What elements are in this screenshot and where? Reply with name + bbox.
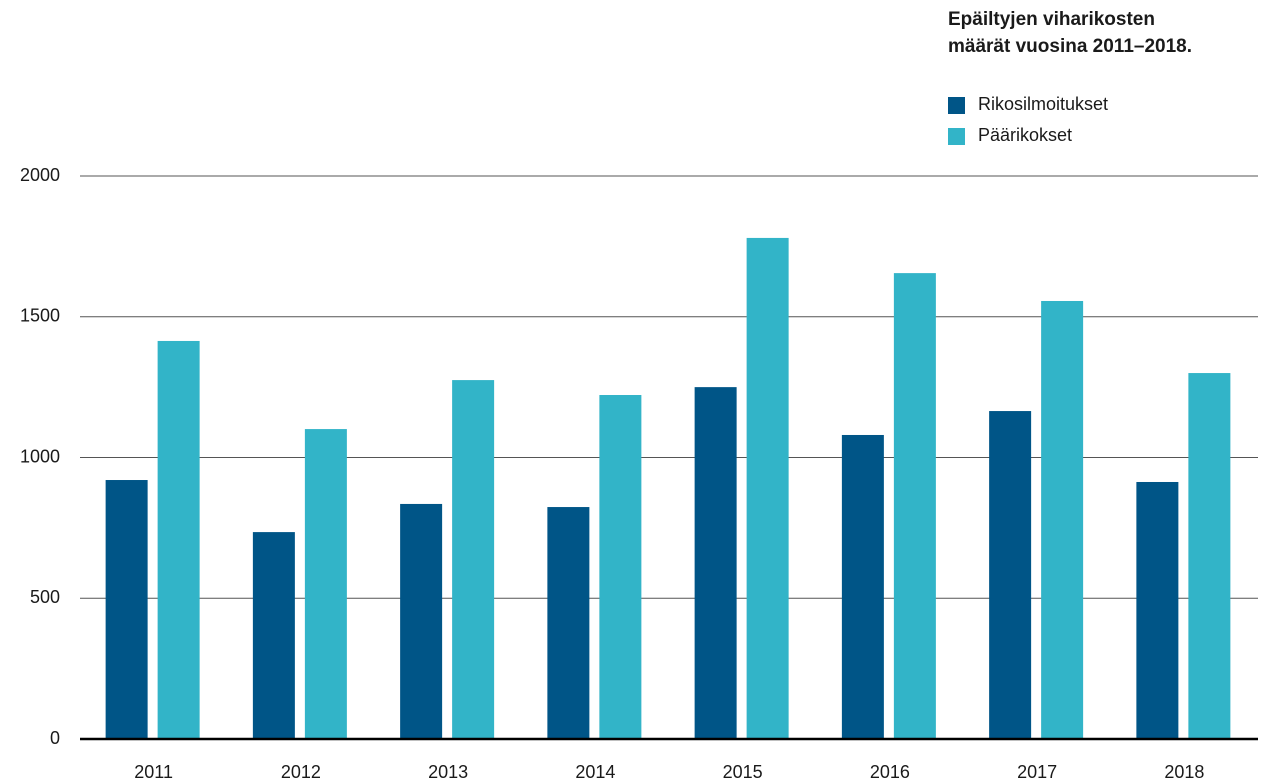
chart-title: Epäiltyjen viharikosten <box>948 9 1155 30</box>
bar <box>1136 481 1179 739</box>
x-tick-label: 2016 <box>870 762 910 782</box>
bar <box>1041 300 1084 739</box>
bar <box>452 380 495 739</box>
bar <box>841 434 884 739</box>
y-tick-label: 500 <box>30 587 60 607</box>
x-tick-label: 2017 <box>1017 762 1057 782</box>
y-tick-label: 0 <box>50 728 60 748</box>
bar <box>157 340 200 739</box>
bar <box>400 503 443 739</box>
legend-label: Päärikokset <box>978 125 1072 145</box>
chart-title: määrät vuosina 2011–2018. <box>948 36 1192 57</box>
bar <box>547 507 590 739</box>
bar <box>599 395 642 739</box>
bar <box>304 429 347 739</box>
x-tick-label: 2011 <box>134 762 173 782</box>
bar <box>893 273 936 739</box>
x-tick-label: 2015 <box>723 762 763 782</box>
bar <box>746 237 789 739</box>
x-tick-label: 2012 <box>281 762 321 782</box>
bar <box>989 411 1032 739</box>
bar <box>1188 373 1231 739</box>
x-tick-label: 2018 <box>1164 762 1204 782</box>
y-tick-label: 1000 <box>20 446 60 466</box>
bar <box>694 387 737 739</box>
legend-label: Rikosilmoitukset <box>978 94 1108 114</box>
y-tick-label: 1500 <box>20 306 60 326</box>
y-tick-label: 2000 <box>20 165 60 185</box>
bar <box>105 480 148 739</box>
x-tick-label: 2013 <box>428 762 468 782</box>
bar <box>252 532 295 739</box>
legend-swatch <box>948 128 965 145</box>
x-tick-label: 2014 <box>575 762 615 782</box>
legend-swatch <box>948 97 965 114</box>
